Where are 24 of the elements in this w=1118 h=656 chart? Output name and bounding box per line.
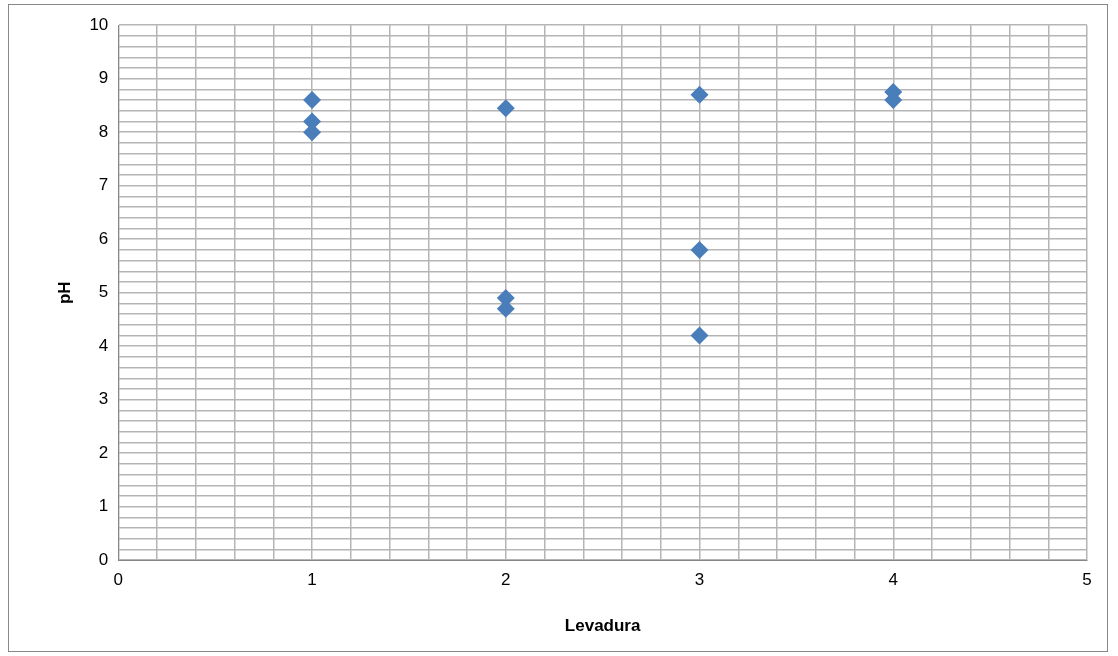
y-tick-label: 10 [89, 14, 109, 34]
y-tick-label: 9 [98, 68, 109, 88]
point [690, 85, 709, 104]
y-axis-title: pH [54, 281, 74, 305]
y-tick-label: 6 [98, 228, 109, 248]
y-tick-label: 7 [98, 175, 109, 195]
x-tick-label: 4 [888, 570, 898, 590]
x-tick-label: 3 [694, 570, 705, 590]
x-tick-label: 5 [1082, 570, 1092, 590]
point [496, 99, 515, 118]
y-tick-label: 2 [98, 442, 109, 462]
point [690, 326, 709, 345]
x-axis-title: Levadura [564, 616, 641, 636]
x-tick-label: 0 [113, 570, 124, 590]
y-tick-label: 0 [98, 549, 109, 569]
y-tick-label: 4 [98, 335, 109, 355]
point [303, 91, 322, 110]
y-tick-label: 3 [98, 389, 109, 409]
point [690, 240, 709, 259]
x-tick-label: 2 [501, 570, 511, 590]
y-tick-label: 8 [98, 121, 109, 141]
y-tick-label: 5 [98, 282, 109, 302]
x-tick-label: 1 [307, 570, 317, 590]
y-tick-label: 1 [98, 496, 109, 516]
